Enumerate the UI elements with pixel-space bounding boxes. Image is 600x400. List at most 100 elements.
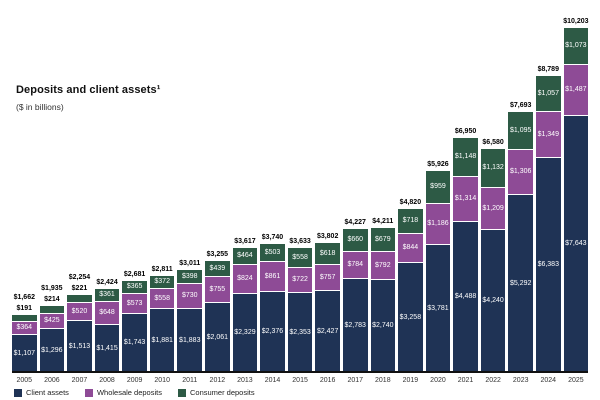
- bar-stack: $1,073 $1,487 $7,643: [563, 28, 589, 372]
- total-label: $3,617: [234, 238, 256, 245]
- bar-stack: $398 $730 $1,883: [177, 270, 203, 372]
- segment-wholesale-deposits: $520: [67, 303, 92, 320]
- segment-client-assets: $5,292: [508, 195, 533, 372]
- segment-label: $1,073: [565, 42, 587, 49]
- segment-label: $7,643: [565, 240, 587, 247]
- segment-wholesale-deposits: $824: [232, 265, 258, 293]
- segment-label: $1,057: [537, 89, 559, 97]
- bar-column-2022: $6,580 $1,132 $1,209 $4,240: [480, 138, 506, 372]
- bar-stack: $558 $722 $2,353: [287, 248, 313, 372]
- total-label: $6,950: [454, 128, 477, 135]
- segment-client-assets: $1,296: [39, 329, 65, 372]
- bar-column-2016: $3,802 $618 $757 $2,427: [315, 232, 340, 372]
- segment-label: $1,296: [41, 346, 63, 354]
- segment-wholesale-deposits: $1,186: [425, 204, 451, 244]
- segment-label: $1,095: [509, 126, 532, 134]
- bar-stack: $425 $1,296: [39, 306, 65, 372]
- bar-column-2025: $10,203 $1,073 $1,487 $7,643: [563, 17, 589, 372]
- segment-wholesale-deposits: $648: [94, 302, 120, 324]
- segment-label: $2,427: [316, 327, 339, 335]
- total-label: $6,580: [482, 139, 504, 146]
- segment-wholesale-deposits: $1,306: [508, 150, 533, 194]
- segment-label: $558: [292, 253, 308, 261]
- segment-label-outside: $214: [44, 296, 60, 303]
- total-label: $2,811: [151, 266, 173, 273]
- x-axis-label-2011: 2011: [182, 377, 198, 384]
- bar-column-2017: $4,227 $660 $784 $2,783: [342, 218, 368, 372]
- segment-client-assets: $4,240: [480, 230, 506, 372]
- x-axis-label-2020: 2020: [430, 377, 446, 384]
- segment-wholesale-deposits: $792: [370, 252, 396, 279]
- segment-client-assets: $2,427: [315, 291, 340, 372]
- bar-column-2021: $6,950 $1,148 $1,314 $4,488: [453, 127, 478, 372]
- total-label: $2,681: [123, 271, 146, 278]
- segment-label: $2,376: [261, 328, 284, 335]
- total-label: $4,227: [344, 219, 366, 226]
- x-axis-label-2023: 2023: [512, 377, 529, 384]
- segment-wholesale-deposits: $844: [398, 234, 423, 262]
- bar-stack: $618 $757 $2,427: [315, 243, 340, 372]
- bar-stack: $520 $1,513: [67, 295, 92, 372]
- x-axis-label-2025: 2025: [568, 377, 584, 384]
- x-axis-line: [12, 371, 588, 373]
- segment-label: $792: [375, 261, 391, 269]
- segment-label: $2,783: [344, 321, 366, 329]
- segment-label: $425: [44, 317, 60, 324]
- segment-label: $573: [126, 299, 143, 307]
- segment-label: $1,186: [427, 220, 449, 227]
- bar-stack: $372 $558 $1,881: [149, 276, 175, 372]
- total-label: $3,011: [179, 260, 201, 267]
- segment-consumer-deposits: $464: [232, 248, 258, 264]
- bar-stack: $364 $1,107: [12, 315, 37, 372]
- segment-wholesale-deposits: $730: [177, 284, 203, 308]
- legend-swatch-icon: [84, 388, 93, 397]
- segment-label: $618: [319, 249, 336, 257]
- x-axis-label-2007: 2007: [71, 377, 88, 384]
- segment-label: $1,306: [509, 168, 532, 175]
- chart-title: Deposits and client assets¹: [16, 84, 161, 96]
- segment-consumer-deposits: $1,095: [508, 112, 533, 149]
- x-axis-label-2008: 2008: [99, 377, 115, 384]
- segment-consumer-deposits: $398: [177, 270, 203, 283]
- x-axis-label-2010: 2010: [154, 377, 170, 384]
- bar-column-2023: $7,693 $1,095 $1,306 $5,292: [508, 101, 533, 372]
- segment-label: $730: [181, 292, 198, 299]
- segment-label: $1,743: [123, 339, 146, 346]
- segment-consumer-deposits: $679: [370, 228, 396, 251]
- segment-wholesale-deposits: $573: [122, 294, 147, 313]
- x-axis-labels: 2005 2006 2007 2008 2009 2010 2011 2012 2013 2014…: [12, 377, 588, 384]
- segment-label: $718: [402, 217, 419, 224]
- total-label: $7,693: [509, 102, 532, 109]
- x-axis-label-2022: 2022: [485, 377, 501, 384]
- bar-column-2014: $3,740 $503 $861 $2,376: [260, 233, 285, 372]
- bar-stack: $718 $844 $3,258: [398, 209, 423, 372]
- segment-label: $755: [209, 285, 226, 293]
- legend-item-consumer-deposits: Consumer deposits: [177, 388, 255, 397]
- segment-client-assets: $2,783: [342, 279, 368, 372]
- segment-label: $503: [264, 248, 281, 256]
- x-axis-label-2012: 2012: [209, 377, 226, 384]
- segment-label: $372: [154, 278, 170, 285]
- segment-wholesale-deposits: $755: [205, 277, 230, 302]
- x-axis-label-2015: 2015: [292, 377, 308, 384]
- segment-label: $1,883: [179, 336, 201, 344]
- x-axis-label-2009: 2009: [126, 377, 143, 384]
- x-axis-label-2006: 2006: [44, 377, 60, 384]
- segment-consumer-deposits: $1,073: [563, 28, 589, 64]
- segment-label: $364: [16, 324, 33, 331]
- segment-consumer-deposits: $372: [149, 276, 175, 288]
- bar-column-2012: $3,255 $439 $755 $2,061: [205, 250, 230, 372]
- x-axis-label-2017: 2017: [347, 377, 364, 384]
- segment-consumer-deposits: $503: [260, 244, 285, 261]
- segment-label: $6,383: [537, 261, 559, 268]
- segment-label-outside: $191: [16, 305, 33, 312]
- segment-consumer-deposits: $361: [94, 289, 120, 301]
- segment-label: $1,107: [13, 349, 35, 357]
- segment-label: $464: [237, 252, 253, 259]
- segment-label: $1,415: [96, 344, 118, 352]
- segment-client-assets: $2,329: [232, 294, 258, 372]
- segment-label: $1,132: [482, 164, 504, 171]
- segment-label: $520: [71, 307, 88, 315]
- segment-label: $1,487: [565, 86, 587, 93]
